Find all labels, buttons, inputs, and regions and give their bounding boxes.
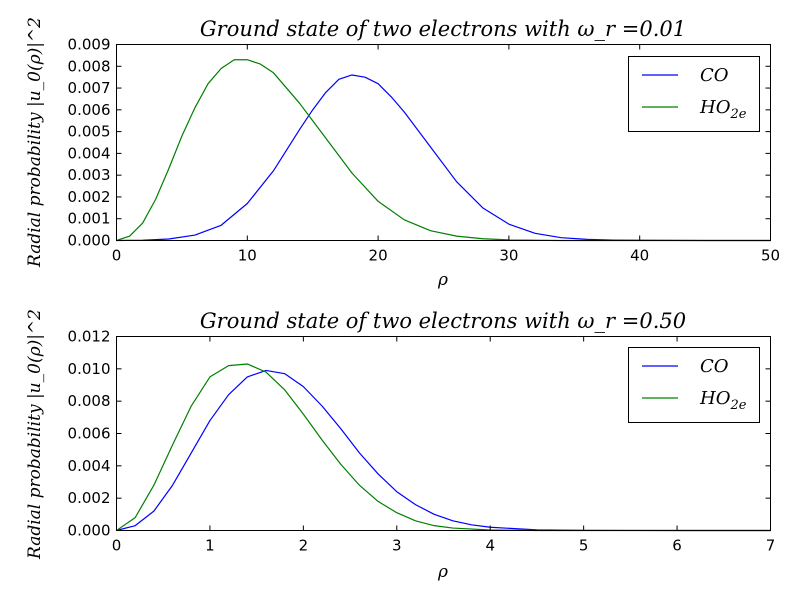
y-tick-label: 0.006	[68, 101, 111, 119]
chart-title: Ground state of two electrons with ω_r =…	[200, 17, 686, 41]
x-tick-label: 3	[392, 537, 402, 555]
y-tick-label: 0.007	[68, 79, 111, 97]
x-tick-label: 30	[499, 247, 518, 265]
legend: CO HO2e	[628, 56, 760, 132]
legend-label-co: CO	[700, 65, 729, 86]
x-axis-label: ρ	[437, 562, 448, 582]
y-tick-label: 0.006	[68, 425, 111, 443]
y-tick-label: 0.001	[68, 210, 111, 228]
x-tick-label: 4	[485, 537, 495, 555]
legend-box	[628, 56, 760, 132]
chart-title: Ground state of two electrons with ω_r =…	[200, 309, 686, 333]
legend: CO HO2e	[628, 347, 760, 423]
x-tick-label: 0	[112, 537, 122, 555]
y-tick-label: 0.008	[68, 392, 111, 410]
chart-panel-1: Ground state of two electrons with ω_r =…	[25, 17, 780, 290]
x-tick-label: 7	[766, 537, 776, 555]
x-tick-label: 2	[299, 537, 309, 555]
y-tick-label: 0.002	[68, 188, 111, 206]
y-tick-label: 0.003	[68, 166, 111, 184]
x-tick-label: 0	[112, 247, 122, 265]
y-axis-label: Radial probability |u_0(ρ)|^2	[25, 17, 45, 268]
x-tick-label: 40	[630, 247, 649, 265]
legend-box	[628, 347, 760, 423]
y-tick-label: 0.005	[68, 123, 111, 141]
y-tick-label: 0.000	[68, 522, 111, 540]
y-tick-label: 0.012	[68, 328, 111, 346]
x-tick-label: 10	[238, 247, 257, 265]
y-tick-label: 0.004	[68, 457, 111, 475]
axes-frame	[116, 44, 771, 241]
x-tick-label: 6	[672, 537, 682, 555]
x-tick-label: 1	[205, 537, 215, 555]
y-tick-label: 0.008	[68, 57, 111, 75]
x-axis-label: ρ	[437, 270, 448, 290]
chart-panel-2: Ground state of two electrons with ω_r =…	[25, 309, 775, 582]
x-tick-label: 50	[761, 247, 780, 265]
x-tick-label: 5	[579, 537, 589, 555]
series-line-co	[116, 74, 771, 242]
y-tick-label: 0.009	[68, 36, 111, 54]
legend-label-co: CO	[700, 356, 729, 377]
legend-label-ho2e: HO2e	[699, 388, 747, 413]
y-tick-label: 0.010	[68, 360, 111, 378]
y-tick-label: 0.002	[68, 489, 111, 507]
y-tick-label: 0.004	[68, 144, 111, 162]
y-axis-label: Radial probability |u_0(ρ)|^2	[25, 309, 45, 560]
y-tick-label: 0.000	[68, 232, 111, 250]
x-tick-label: 20	[369, 247, 388, 265]
